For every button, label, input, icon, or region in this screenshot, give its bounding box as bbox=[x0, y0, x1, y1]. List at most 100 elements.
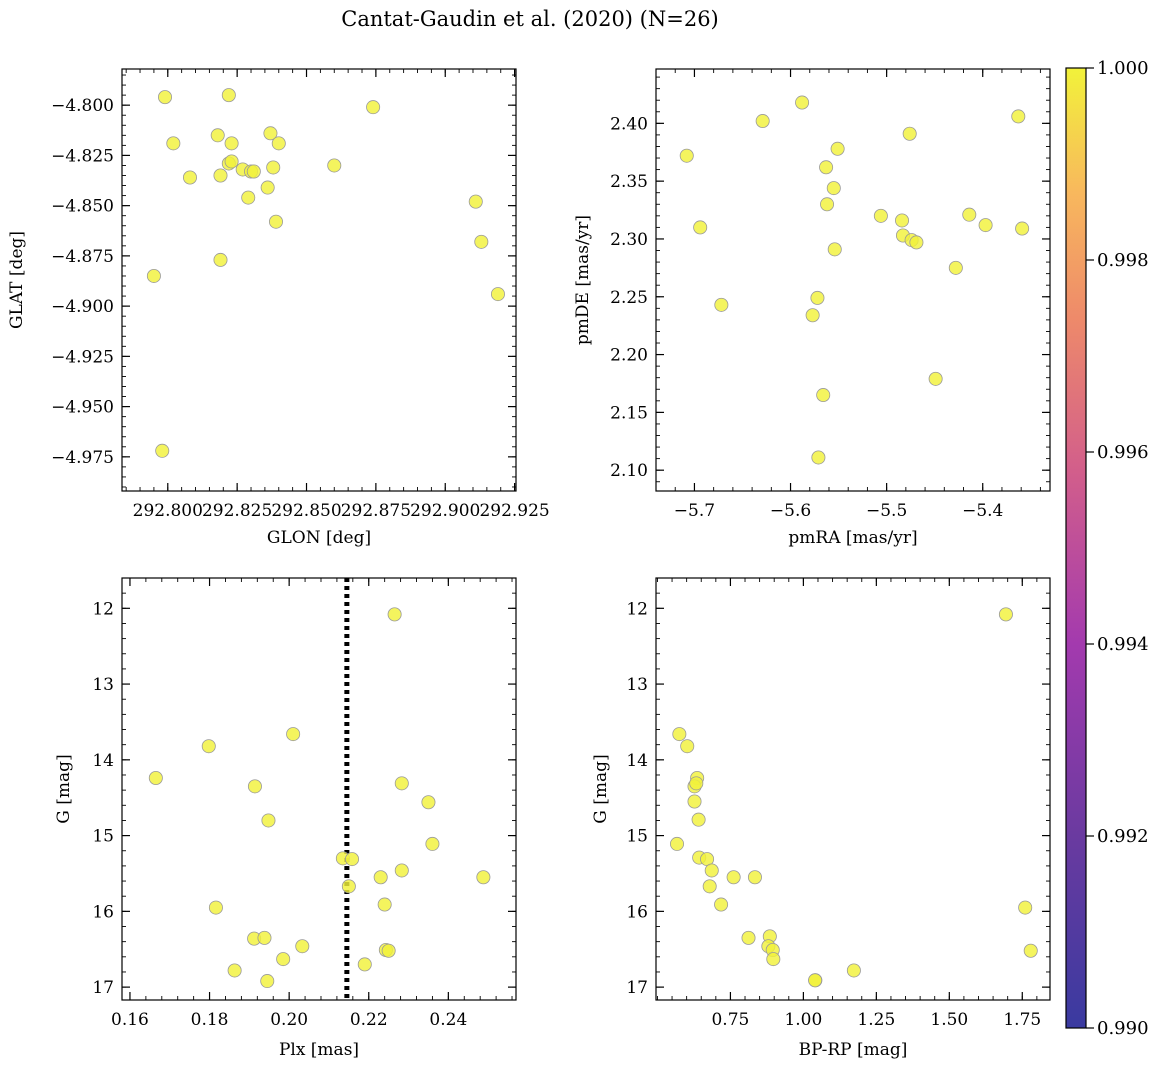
data-point-glon-glat-18 bbox=[241, 190, 256, 205]
data-point-bprp-g-15 bbox=[714, 897, 729, 912]
data-point-plx-g-13 bbox=[373, 870, 388, 885]
data-point-glon-glat-4 bbox=[166, 136, 181, 151]
colorbar: 0.990 0.992 0.994 0.996 0.998 1.000 bbox=[1065, 58, 1149, 1039]
y-tick-label-bprp-g-5: 17 bbox=[626, 978, 648, 998]
x-tick-label-plx-g-0: 0.16 bbox=[111, 1010, 149, 1030]
axis-frame-pmra-pmde bbox=[655, 68, 1051, 492]
y-tick-label-plx-g-4: 16 bbox=[92, 902, 114, 922]
data-point-glon-glat-5 bbox=[224, 136, 239, 151]
data-point-glon-glat-1 bbox=[210, 128, 225, 143]
data-point-bprp-g-7 bbox=[691, 812, 706, 827]
data-point-bprp-g-22 bbox=[766, 952, 781, 967]
y-tick-label-bprp-g-3: 15 bbox=[626, 827, 648, 847]
data-point-bprp-g-12 bbox=[726, 870, 741, 885]
x-tick-label-plx-g-2: 0.20 bbox=[270, 1010, 308, 1030]
y-tick-label-glon-glat-0: −4.800 bbox=[51, 96, 114, 116]
data-point-glon-glat-3 bbox=[366, 100, 381, 115]
x-tick-label-glon-glat-3: 292.875 bbox=[341, 501, 411, 521]
colorbar-tick-label-2: 0.994 bbox=[1097, 634, 1149, 655]
data-point-bprp-g-24 bbox=[846, 963, 861, 978]
data-point-pmra-pmde-24 bbox=[816, 388, 831, 403]
data-point-pmra-pmde-7 bbox=[826, 181, 841, 196]
data-point-glon-glat-24 bbox=[490, 287, 505, 302]
y-ticks-bprp-g: 12 13 14 15 16 17 bbox=[626, 577, 1050, 998]
data-point-plx-g-24 bbox=[227, 963, 242, 978]
data-point-plx-g-8 bbox=[425, 836, 440, 851]
data-point-plx-g-15 bbox=[377, 897, 392, 912]
data-point-pmra-pmde-0 bbox=[755, 114, 770, 129]
y-tick-label-pmra-pmde-1: 2.15 bbox=[610, 403, 648, 423]
data-point-plx-g-23 bbox=[357, 957, 372, 972]
y-tick-label-pmra-pmde-2: 2.20 bbox=[610, 346, 648, 366]
data-point-pmra-pmde-9 bbox=[873, 208, 888, 223]
panel-glon-glat: 292.800 292.825 292.850 292.875 292.900 292.9… bbox=[7, 68, 550, 548]
data-point-pmra-pmde-14 bbox=[693, 220, 708, 235]
xlabel-plx-g: Plx [mas] bbox=[279, 1040, 359, 1060]
colorbar-tick-label-1: 0.992 bbox=[1097, 826, 1149, 847]
x-tick-label-glon-glat-5: 292.925 bbox=[479, 501, 549, 521]
data-point-glon-glat-9 bbox=[213, 168, 228, 183]
data-point-bprp-g-6 bbox=[687, 794, 702, 809]
data-point-pmra-pmde-6 bbox=[819, 160, 834, 175]
data-point-glon-glat-16 bbox=[266, 160, 281, 175]
data-point-glon-glat-7 bbox=[271, 136, 286, 151]
ylabel-plx-g: G [mag] bbox=[54, 754, 74, 823]
data-point-pmra-pmde-21 bbox=[810, 290, 825, 305]
colorbar-tick-label-3: 0.996 bbox=[1097, 442, 1149, 463]
data-point-plx-g-19 bbox=[295, 939, 310, 954]
xlabel-glon-glat: GLON [deg] bbox=[267, 528, 371, 548]
y-ticks-glon-glat: −4.800 −4.825 −4.850 −4.875 −4.900 −4.925 −4.9… bbox=[51, 74, 516, 488]
y-tick-label-bprp-g-0: 12 bbox=[626, 599, 648, 619]
ylabel-pmra-pmde: pmDE [mas/yr] bbox=[573, 215, 593, 345]
data-point-glon-glat-22 bbox=[474, 234, 489, 249]
data-point-bprp-g-14 bbox=[702, 879, 717, 894]
data-point-bprp-g-2 bbox=[680, 739, 695, 754]
y-tick-label-plx-g-1: 13 bbox=[92, 675, 114, 695]
data-point-pmra-pmde-3 bbox=[902, 126, 917, 141]
data-point-glon-glat-8 bbox=[182, 170, 197, 185]
axis-frame-glon-glat bbox=[121, 68, 517, 492]
data-point-glon-glat-2 bbox=[221, 88, 236, 103]
axis-frame-bprp-g bbox=[655, 577, 1051, 1001]
y-tick-label-glon-glat-3: −4.875 bbox=[51, 247, 114, 267]
data-point-glon-glat-17 bbox=[327, 158, 342, 173]
x-tick-label-bprp-g-4: 1.75 bbox=[1003, 1010, 1041, 1030]
x-tick-label-plx-g-1: 0.18 bbox=[191, 1010, 229, 1030]
data-point-pmra-pmde-23 bbox=[928, 371, 943, 386]
data-point-plx-g-0 bbox=[387, 607, 402, 622]
points-plx-g bbox=[148, 607, 491, 989]
y-tick-label-plx-g-2: 14 bbox=[92, 751, 114, 771]
x-tick-label-plx-g-4: 0.24 bbox=[429, 1010, 467, 1030]
x-ticks-pmra-pmde: −5.7 −5.6 −5.5 −5.4 bbox=[674, 69, 1041, 521]
data-point-glon-glat-21 bbox=[468, 194, 483, 209]
y-tick-label-bprp-g-2: 14 bbox=[626, 751, 648, 771]
x-tick-label-pmra-pmde-0: −5.7 bbox=[674, 501, 715, 521]
panel-pmra-pmde: −5.7 −5.6 −5.5 −5.4 2.10 2.15 2.20 2.25 2.30 2.3… bbox=[573, 68, 1051, 548]
y-tick-label-glon-glat-5: −4.925 bbox=[51, 347, 114, 367]
y-tick-label-plx-g-0: 12 bbox=[92, 599, 114, 619]
x-tick-label-pmra-pmde-1: −5.6 bbox=[770, 501, 811, 521]
data-point-plx-g-10 bbox=[345, 852, 360, 867]
data-point-pmra-pmde-11 bbox=[962, 207, 977, 222]
data-point-bprp-g-16 bbox=[1018, 900, 1033, 915]
colorbar-tick-label-0: 0.990 bbox=[1097, 1018, 1149, 1039]
data-point-plx-g-5 bbox=[394, 776, 409, 791]
y-ticks-plx-g: 12 13 14 15 16 17 bbox=[92, 577, 516, 998]
data-point-pmra-pmde-8 bbox=[820, 197, 835, 212]
data-point-glon-glat-6 bbox=[263, 126, 278, 141]
x-ticks-bprp-g: 0.75 1.00 1.25 1.50 1.75 bbox=[657, 578, 1041, 1030]
y-tick-label-pmra-pmde-3: 2.25 bbox=[610, 288, 648, 308]
data-point-pmra-pmde-13 bbox=[1015, 221, 1030, 236]
points-glon-glat bbox=[146, 88, 505, 458]
data-point-glon-glat-14 bbox=[246, 164, 261, 179]
xlabel-bprp-g: BP-RP [mag] bbox=[799, 1040, 908, 1060]
data-point-bprp-g-8 bbox=[670, 836, 685, 851]
data-point-pmra-pmde-19 bbox=[948, 260, 963, 275]
y-tick-label-bprp-g-4: 16 bbox=[626, 902, 648, 922]
x-tick-label-bprp-g-0: 0.75 bbox=[711, 1010, 749, 1030]
y-tick-label-glon-glat-1: −4.825 bbox=[51, 146, 114, 166]
data-point-bprp-g-17 bbox=[741, 930, 756, 945]
points-bprp-g bbox=[670, 607, 1038, 988]
axis-frame-plx-g bbox=[121, 577, 517, 1001]
y-tick-label-pmra-pmde-4: 2.30 bbox=[610, 230, 648, 250]
